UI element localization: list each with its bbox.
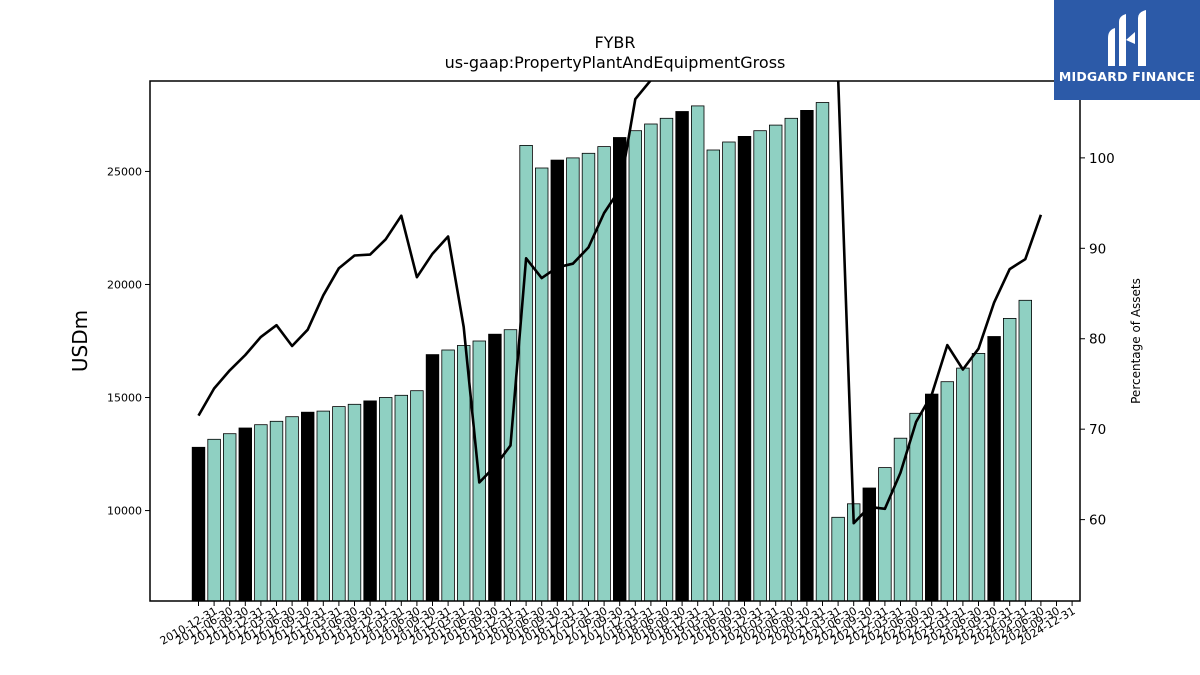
bar-2022-09-30	[925, 393, 939, 602]
y2-tick-label: 80	[1089, 332, 1106, 348]
bar-2023-03-31	[956, 367, 970, 602]
bar-2023-06-30	[971, 352, 986, 602]
brand-mark-icon	[1108, 10, 1146, 66]
y2-axis-label: Percentage of Assets	[1129, 278, 1143, 404]
bar-2011-09-30	[238, 427, 253, 602]
bar-2013-03-31	[332, 406, 346, 602]
bar-2018-09-30	[675, 111, 689, 602]
y-tick-label: 20000	[107, 278, 142, 291]
y2-tick-label: 60	[1089, 513, 1106, 529]
bar-2022-12-31	[940, 381, 955, 602]
x-axis: 2010-12-312011-06-302011-09-302011-12-31…	[158, 601, 1078, 648]
bar-2023-12-31	[1003, 317, 1017, 602]
bar-2013-12-31	[378, 397, 393, 602]
brand-logo: MIDGARD FINANCE	[1054, 0, 1200, 100]
right-axis: 60 70 80 90 100	[1080, 151, 1115, 529]
chart-subtitle: us-gaap:PropertyPlantAndEquipmentGross	[445, 53, 786, 72]
y-tick-label: 10000	[107, 505, 142, 518]
bar-series	[191, 102, 1033, 602]
bar-2019-06-30	[722, 141, 736, 602]
bar-2017-12-31	[628, 130, 643, 602]
bar-2014-03-31	[394, 394, 409, 602]
y-tick-label: 15000	[107, 392, 142, 405]
bar-2020-06-30	[784, 117, 799, 602]
bar-2010-12-31	[191, 446, 206, 602]
bar-2014-12-31	[441, 349, 455, 602]
bar-2011-12-31	[254, 424, 268, 602]
bar-2013-09-30	[363, 400, 377, 602]
brand-name: MIDGARD FINANCE	[1058, 69, 1196, 84]
y-axis-label: USDm	[68, 310, 92, 372]
bar-2015-12-31	[503, 329, 518, 602]
bar-2023-09-30	[987, 336, 1001, 602]
y-tick-label: 25000	[107, 165, 142, 178]
bar-2019-09-30	[737, 135, 752, 602]
bar-2016-03-31	[519, 144, 533, 602]
plot-frame	[149, 80, 1081, 602]
bar-2020-12-31	[815, 102, 830, 602]
bar-2012-12-31	[316, 410, 331, 602]
bar-2014-06-30	[410, 390, 424, 602]
bar-2024-03-31	[1018, 299, 1033, 602]
bar-2021-09-30	[862, 487, 877, 602]
bar-2012-09-30	[300, 411, 315, 602]
y2-tick-label: 90	[1089, 241, 1106, 257]
bar-2019-03-31	[706, 149, 721, 602]
bar-2021-03-31	[831, 516, 845, 602]
bar-2016-12-31	[566, 157, 580, 602]
line-series	[197, 81, 1043, 525]
bar-2011-06-30	[222, 433, 237, 602]
bar-2020-09-30	[800, 110, 814, 602]
bar-2020-03-31	[769, 124, 783, 602]
bar-2017-09-30	[613, 137, 627, 602]
bar-2013-06-30	[347, 403, 362, 602]
bar-2018-03-31	[644, 123, 658, 602]
y2-tick-label: 100	[1089, 151, 1115, 167]
bar-2016-06-30	[535, 167, 549, 602]
chart-title: FYBR	[594, 33, 635, 52]
bar-2011-03-31	[207, 438, 221, 602]
bar-2019-12-31	[753, 130, 767, 602]
bar-2021-12-31	[878, 467, 892, 602]
y2-tick-label: 70	[1089, 422, 1106, 438]
bar-2017-03-31	[581, 152, 596, 602]
bar-2022-06-30	[909, 412, 923, 602]
bar-2018-06-30	[659, 117, 674, 602]
left-axis: 10000 15000 20000 25000	[107, 165, 150, 518]
bar-2016-09-30	[550, 159, 565, 602]
bar-2014-09-30	[425, 354, 440, 602]
percentage-line	[197, 81, 1043, 525]
bar-2018-12-31	[691, 105, 705, 602]
bar-2012-03-31	[269, 420, 284, 602]
bar-2012-06-30	[285, 416, 299, 602]
